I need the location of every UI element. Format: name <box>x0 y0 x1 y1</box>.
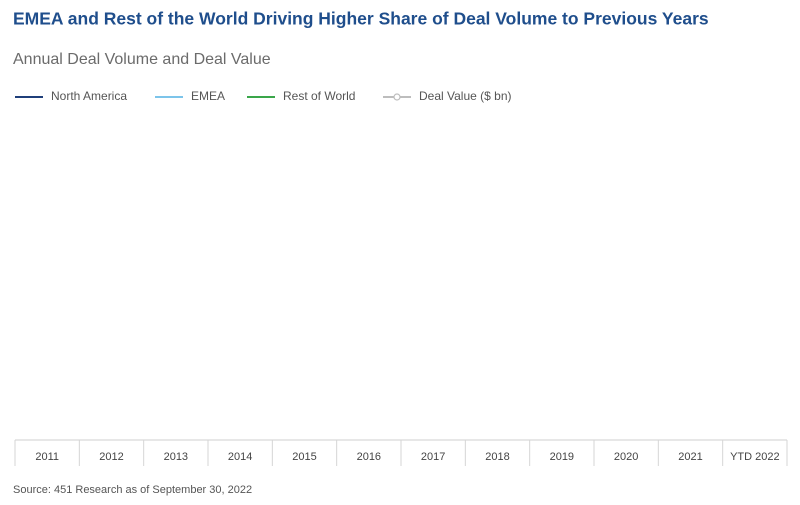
x-tick-label: 2020 <box>614 451 638 463</box>
legend-label: Deal Value ($ bn) <box>419 89 512 103</box>
chart-subtitle: Annual Deal Volume and Deal Value <box>13 51 271 68</box>
x-tick-label: 2021 <box>678 451 702 463</box>
legend-marker <box>393 93 401 101</box>
x-tick-label: 2017 <box>421 451 445 463</box>
x-tick-label: 2016 <box>357 451 381 463</box>
x-tick-label: 2014 <box>228 451 252 463</box>
legend-label: EMEA <box>191 89 225 103</box>
x-tick-label: 2018 <box>485 451 509 463</box>
x-tick-label: 2011 <box>35 451 59 463</box>
x-tick-label: 2015 <box>292 451 316 463</box>
x-tick-label: 2013 <box>164 451 188 463</box>
legend-label: North America <box>51 89 127 103</box>
x-tick-label: 2019 <box>550 451 574 463</box>
x-tick-label: YTD 2022 <box>730 451 780 463</box>
legend-label: Rest of World <box>283 89 355 103</box>
source-note: Source: 451 Research as of September 30,… <box>13 484 252 496</box>
x-tick-label: 2012 <box>99 451 123 463</box>
chart-title: EMEA and Rest of the World Driving Highe… <box>13 9 709 29</box>
